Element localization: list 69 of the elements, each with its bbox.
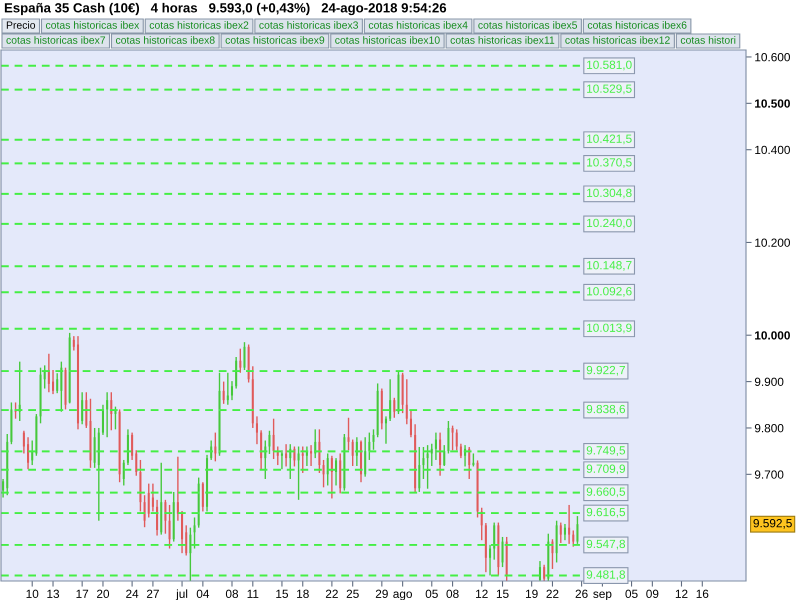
text: cotas historicas ibex2 (150, 21, 248, 29)
x-tick-label: 15 (276, 590, 288, 598)
y-tick-label: 9.700 (754, 470, 784, 479)
ref-line-label: 9.922,7 (586, 366, 625, 376)
text: cotas historicas ibex5 (478, 21, 578, 29)
y-tick-label: 10.000 (755, 331, 790, 340)
ref-line-label: 9.616,5 (586, 508, 626, 518)
x-tick-label: 24 (126, 590, 138, 598)
ref-line-label: 10.421,5 (587, 134, 632, 144)
y-tick-label: 10.600 (755, 52, 790, 62)
y-tick-label: 10.400 (755, 146, 790, 154)
x-tick-label: 13 (47, 590, 60, 598)
x-tick-label: 26 (576, 590, 588, 598)
x-tick-label: 16 (696, 590, 708, 598)
x-tick-label: 22 (546, 590, 558, 598)
x-tick-label: 04 (196, 590, 210, 598)
x-tick-label: 05 (426, 590, 438, 598)
ref-line-label: 9.660,5 (586, 487, 626, 498)
ref-line-label: 10.013,9 (587, 324, 632, 334)
x-tick-label: ago (393, 592, 412, 600)
x-tick-label: 18 (297, 590, 309, 598)
x-tick-label: 19 (526, 590, 538, 598)
x-tick-label: 12 (476, 590, 488, 598)
ref-line-label: 9.709,9 (586, 464, 626, 474)
text: 9.592,5 (754, 519, 792, 529)
x-tick-label: 22 (326, 590, 338, 598)
y-tick-label: 9.900 (754, 378, 784, 386)
text: cotas historicas ibex9 (226, 36, 324, 44)
text: cotas historicas ibex6 (588, 21, 686, 29)
text: cotas historicas ibex4 (368, 21, 468, 29)
text: cotas historicas ibex10 (335, 36, 440, 44)
ref-line-label: 10.304,8 (587, 188, 632, 198)
x-tick-label: 29 (376, 590, 388, 598)
ref-line-label: 9.749,5 (586, 446, 626, 456)
x-tick-label: 11 (248, 590, 258, 598)
y-tick-label: 10.200 (755, 238, 790, 247)
text: cotas historicas ibex11 (450, 36, 554, 44)
text: cotas historicas ibex12 (565, 36, 670, 44)
x-tick-label: sep (593, 592, 612, 600)
x-tick-label: 12 (676, 590, 688, 598)
ref-line-label: 10.240,0 (587, 218, 632, 228)
text: cotas historicas ibex8 (116, 36, 215, 44)
ref-line-label: 10.370,5 (587, 158, 632, 168)
x-tick-label: 09 (646, 590, 658, 598)
ref-line-label: 10.148,7 (587, 261, 632, 271)
x-tick-label: 05 (625, 590, 638, 598)
x-tick-label: 08 (226, 590, 238, 598)
ref-line-label: 9.481,8 (586, 570, 626, 580)
x-tick-label: 20 (97, 590, 110, 598)
y-tick-label: 10.500 (755, 99, 790, 108)
text: Precio (6, 21, 36, 29)
ref-line-label: 10.092,6 (587, 287, 632, 297)
text: cotas histori (680, 36, 736, 44)
ref-line-label: 10.581,0 (587, 60, 632, 70)
x-tick-label: 10 (26, 590, 38, 598)
x-tick-label: 27 (146, 590, 159, 598)
text: cotas historicas ibex7 (6, 36, 106, 44)
ref-line-label: 10.529,5 (587, 84, 632, 94)
ref-line-label: 9.547,8 (586, 540, 626, 550)
ref-line-label: 9.838,6 (586, 404, 626, 415)
text: cotas historicas ibex3 (259, 21, 358, 29)
y-tick-label: 9.800 (754, 424, 784, 432)
x-tick-label: 25 (346, 590, 359, 598)
x-tick-label: jul (176, 589, 188, 600)
chart-title: España 35 Cash (10€) 4 horas 9.593,0 (+0,43%) 24-ago-2018 9:54:26 (4, 2, 446, 16)
x-tick-label: 08 (446, 590, 459, 598)
text: cotas historicas ibex (46, 21, 140, 29)
x-tick-label: 15 (496, 590, 509, 598)
x-tick-label: 17 (76, 590, 88, 598)
